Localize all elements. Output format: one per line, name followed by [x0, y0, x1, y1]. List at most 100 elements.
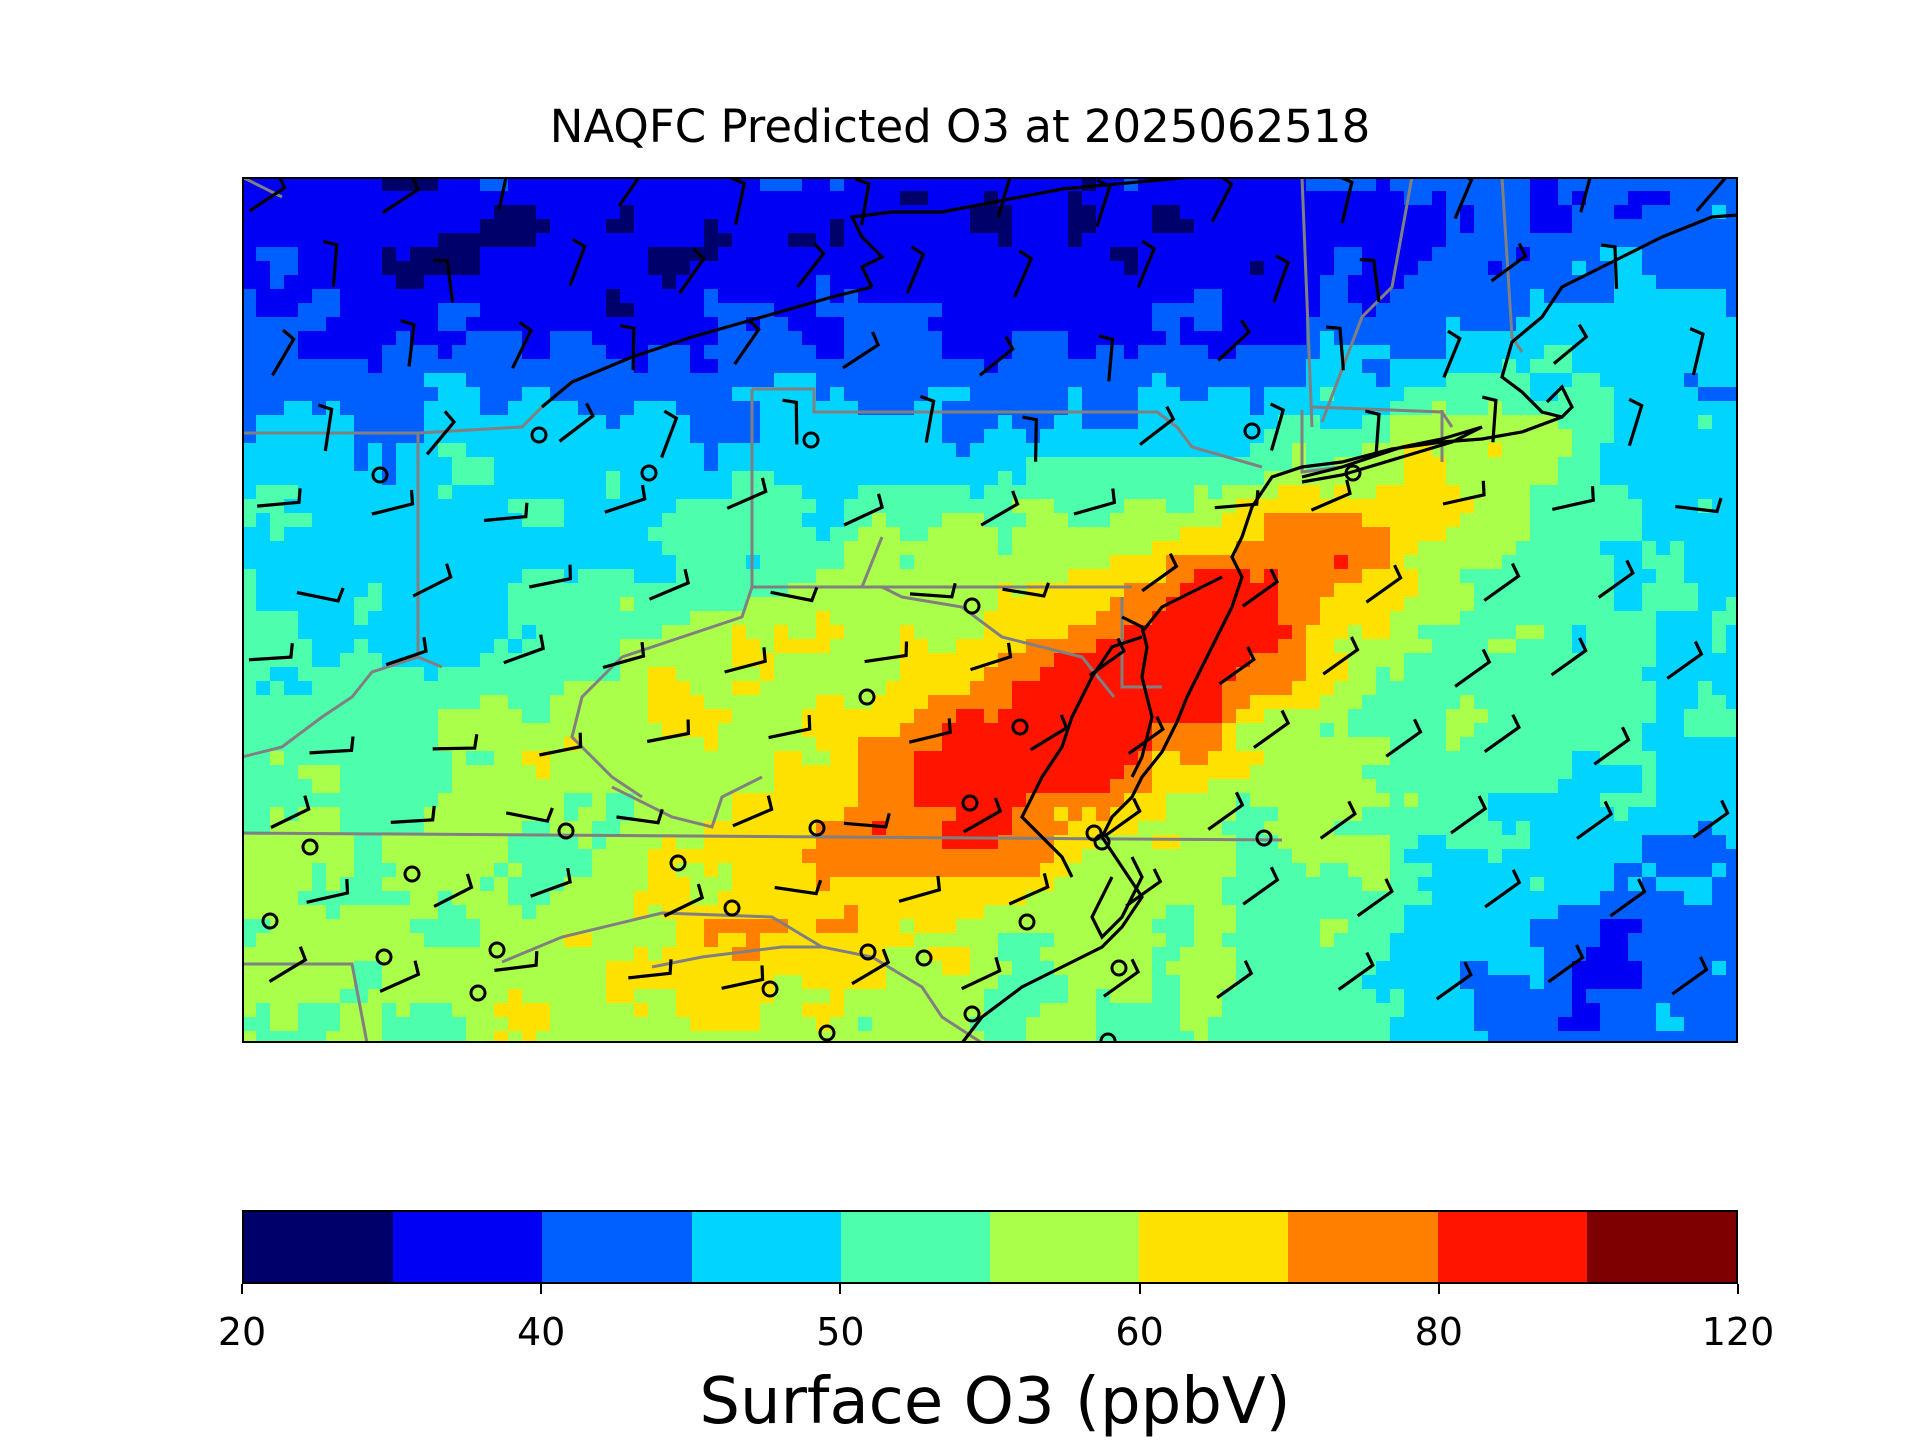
- wind-barb: [730, 177, 747, 225]
- wind-barb: [371, 489, 415, 516]
- wind-barb: [296, 587, 345, 603]
- wind-barb: [309, 736, 355, 755]
- wind-barb: [1102, 958, 1141, 998]
- colorbar-tick: [241, 1284, 243, 1294]
- wind-barb: [483, 502, 529, 523]
- colorbar-tick: [540, 1284, 543, 1294]
- wind-barb: [1088, 637, 1126, 677]
- wind-barb: [1242, 866, 1280, 906]
- wind-barb: [1127, 715, 1165, 755]
- wind-barb: [1319, 800, 1357, 840]
- station-marker: [1243, 422, 1261, 440]
- wind-barb: [864, 641, 909, 664]
- wind-barb: [962, 797, 1003, 834]
- wind-barb: [996, 177, 1012, 218]
- wind-barb: [909, 582, 957, 599]
- colorbar-segment: [1437, 1212, 1587, 1282]
- ozone-field: [242, 177, 1738, 1043]
- wind-barb: [1689, 327, 1705, 376]
- wind-barb: [539, 732, 583, 757]
- wind-barb: [961, 956, 1002, 991]
- wind-barb: [568, 238, 587, 287]
- wind-barb: [1576, 800, 1614, 840]
- wind-barb: [978, 336, 1015, 377]
- wind-barb: [1139, 405, 1176, 446]
- wind-barb: [1695, 177, 1727, 213]
- wind-barb: [505, 807, 554, 823]
- wind-barb: [1675, 497, 1723, 514]
- station-marker: [963, 1005, 981, 1023]
- colorbar-tick-label: 80: [1414, 1310, 1463, 1354]
- colorbar-tick-label: 60: [1115, 1310, 1164, 1354]
- wind-barb: [1269, 402, 1286, 451]
- station-marker: [530, 426, 548, 444]
- wind-barb: [1484, 869, 1522, 909]
- wind-barb: [619, 324, 636, 371]
- wind-barb: [1241, 568, 1280, 608]
- wind-barb: [843, 812, 891, 829]
- coastline: [540, 177, 1738, 1043]
- station-marker: [403, 865, 421, 883]
- station-marker: [858, 688, 876, 706]
- station-marker: [1018, 913, 1036, 931]
- wind-barb: [851, 948, 891, 986]
- wind-barb: [1627, 397, 1644, 447]
- station-marker: [961, 794, 979, 812]
- colorbar-tick: [1138, 1284, 1141, 1294]
- wind-barb: [1217, 319, 1252, 362]
- wind-barb: [726, 477, 768, 510]
- wind-barb: [1483, 714, 1521, 754]
- wind-barb: [1453, 177, 1474, 220]
- wind-barb: [1609, 878, 1647, 918]
- wind-barb: [1216, 960, 1254, 1000]
- colorbar: [242, 1210, 1738, 1284]
- wind-barb: [796, 242, 826, 288]
- station-marker: [761, 980, 779, 998]
- wind-barb: [617, 177, 641, 207]
- wind-barb: [1442, 329, 1462, 379]
- wind-barb: [1671, 956, 1709, 996]
- station-marker: [1085, 824, 1103, 842]
- wind-barb: [1551, 486, 1595, 511]
- wind-barb: [1337, 951, 1375, 991]
- station-marker: [557, 822, 575, 840]
- wind-barb: [1356, 878, 1394, 918]
- wind-barb: [1272, 254, 1290, 303]
- station-marker: [1011, 718, 1029, 736]
- wind-barb: [425, 410, 457, 456]
- wind-barb: [558, 402, 595, 443]
- colorbar-segment: [542, 1212, 692, 1282]
- wind-barb: [433, 258, 455, 303]
- station-marker: [963, 597, 981, 615]
- wind-barb: [390, 805, 436, 824]
- station-marker: [818, 1024, 836, 1042]
- wind-barb: [268, 946, 308, 983]
- wind-barb: [271, 328, 296, 377]
- wind-barb: [497, 177, 508, 211]
- station-marker: [371, 466, 389, 484]
- wind-barb: [970, 642, 1013, 672]
- wind-barb: [733, 318, 761, 366]
- colorbar-tick: [1437, 1284, 1440, 1294]
- wind-barb: [616, 808, 664, 825]
- colorbar-label: Surface O3 (ppbV): [699, 1365, 1291, 1439]
- wind-barb: [1597, 559, 1635, 599]
- wind-barb: [528, 564, 573, 589]
- wind-barb: [530, 867, 572, 898]
- colorbar-segment: [244, 1212, 394, 1282]
- wind-barb: [732, 795, 774, 828]
- wind-barb: [770, 586, 819, 603]
- wind-barb: [678, 247, 706, 295]
- colorbar-segment: [990, 1212, 1140, 1282]
- wind-barb: [898, 875, 942, 903]
- wind-barb: [1310, 479, 1352, 512]
- colorbar-segment: [1586, 1212, 1737, 1282]
- wind-barb: [1442, 480, 1486, 506]
- wind-barb: [317, 403, 334, 452]
- wind-barb: [905, 245, 926, 294]
- wind-barb: [1029, 714, 1069, 752]
- wind-barb: [1095, 178, 1112, 228]
- wind-barb: [1252, 709, 1291, 749]
- wind-barb: [855, 177, 871, 226]
- colorbar-tick: [1737, 1284, 1739, 1294]
